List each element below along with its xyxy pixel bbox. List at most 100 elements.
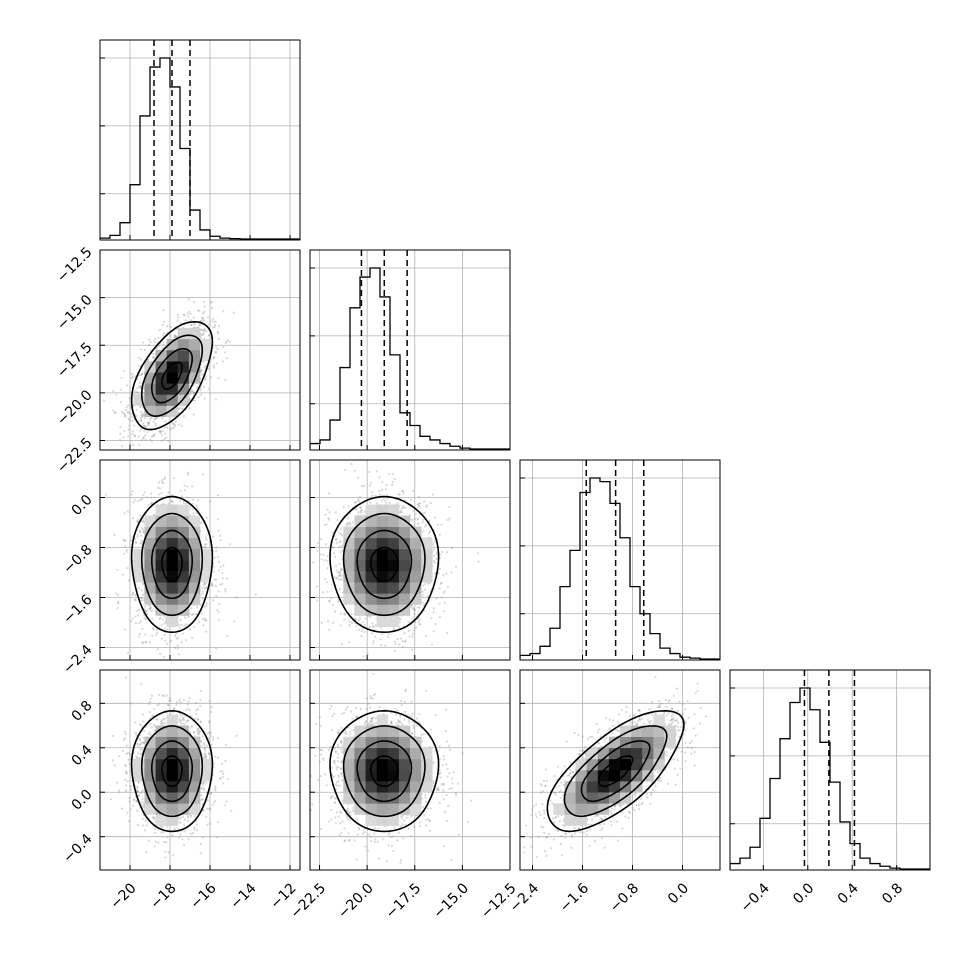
scatter-point bbox=[131, 490, 134, 493]
scatter-point bbox=[172, 422, 175, 425]
scatter-point bbox=[159, 430, 162, 433]
scatter-point bbox=[115, 393, 118, 396]
scatter-point bbox=[363, 510, 367, 513]
scatter-point bbox=[324, 577, 327, 581]
scatter-point bbox=[337, 600, 340, 604]
scatter-point bbox=[212, 356, 215, 359]
scatter-point bbox=[141, 642, 144, 645]
scatter-point bbox=[149, 606, 152, 610]
scatter-point bbox=[212, 598, 215, 602]
density-cell bbox=[188, 593, 201, 605]
scatter-point bbox=[191, 502, 194, 505]
scatter-point bbox=[340, 567, 343, 571]
scatter-point bbox=[174, 634, 177, 638]
scatter-point bbox=[125, 408, 128, 412]
scatter-point bbox=[140, 372, 144, 376]
scatter-point bbox=[151, 634, 154, 637]
scatter-point bbox=[374, 624, 377, 627]
scatter-point bbox=[127, 579, 131, 582]
scatter-point bbox=[127, 428, 130, 431]
density-cell bbox=[144, 394, 156, 406]
scatter-point bbox=[340, 568, 343, 571]
scatter-point bbox=[141, 641, 145, 644]
density-cell bbox=[144, 571, 156, 583]
scatter-point bbox=[147, 604, 150, 607]
scatter-point bbox=[198, 323, 201, 327]
scatter-point bbox=[217, 590, 220, 593]
scatter-point bbox=[401, 646, 405, 649]
density-cell bbox=[155, 394, 167, 406]
scatter-point bbox=[200, 363, 203, 366]
scatter-point bbox=[188, 397, 191, 401]
scatter-point bbox=[157, 486, 160, 489]
scatter-point bbox=[219, 539, 222, 542]
scatter-point bbox=[141, 582, 145, 585]
scatter-point bbox=[217, 331, 220, 335]
scatter-point bbox=[193, 391, 196, 395]
scatter-point bbox=[334, 565, 337, 568]
scatter-point bbox=[158, 328, 161, 332]
scatter-point bbox=[369, 501, 372, 504]
scatter-point bbox=[143, 614, 146, 617]
density-cell bbox=[155, 405, 167, 417]
scatter-point bbox=[399, 511, 402, 514]
scatter-point bbox=[217, 529, 220, 532]
panel-frame bbox=[99, 249, 301, 451]
scatter-point bbox=[140, 373, 143, 377]
scatter-point bbox=[215, 346, 218, 349]
scatter-point bbox=[384, 644, 387, 647]
scatter-point bbox=[164, 627, 167, 630]
scatter-point bbox=[388, 660, 390, 662]
scatter-point bbox=[163, 454, 165, 456]
scatter-point bbox=[448, 517, 451, 520]
scatter-point bbox=[407, 629, 410, 632]
density-cell bbox=[133, 548, 145, 561]
scatter-point bbox=[350, 462, 353, 466]
scatter-point bbox=[417, 495, 421, 498]
scatter-point bbox=[193, 323, 196, 326]
scatter-point bbox=[370, 481, 373, 484]
scatter-point bbox=[143, 348, 147, 352]
scatter-point bbox=[162, 481, 165, 485]
scatter-point bbox=[200, 373, 204, 376]
scatter-point bbox=[172, 477, 176, 480]
scatter-point bbox=[167, 439, 170, 443]
density-cell bbox=[177, 327, 190, 340]
scatter-point bbox=[202, 312, 205, 315]
scatter-point bbox=[221, 582, 224, 585]
scatter-point bbox=[203, 310, 206, 313]
scatter-point bbox=[190, 613, 194, 617]
scatter-point bbox=[328, 600, 331, 603]
scatter-point bbox=[212, 357, 215, 360]
density-cell bbox=[177, 338, 190, 351]
y-tick-label: −2.4 bbox=[60, 642, 95, 677]
scatter-point bbox=[304, 534, 306, 536]
panel-0-1: −22.5−20.0−17.5−15.0−12.5 bbox=[54, 244, 301, 476]
scatter-point bbox=[162, 334, 165, 337]
scatter-point bbox=[177, 316, 180, 319]
scatter-point bbox=[164, 436, 168, 439]
scatter-point bbox=[148, 338, 151, 341]
scatter-point bbox=[335, 542, 338, 545]
scatter-point bbox=[141, 596, 144, 600]
scatter-point bbox=[226, 339, 229, 342]
scatter-point bbox=[152, 513, 156, 516]
scatter-point bbox=[154, 422, 157, 425]
scatter-point bbox=[203, 605, 206, 608]
density-cell bbox=[177, 361, 190, 373]
scatter-point bbox=[200, 334, 203, 337]
scatter-point bbox=[192, 512, 195, 515]
scatter-point bbox=[139, 358, 143, 361]
scatter-point bbox=[133, 375, 137, 378]
scatter-point bbox=[385, 488, 388, 491]
scatter-point bbox=[432, 554, 435, 557]
scatter-point bbox=[202, 319, 206, 322]
scatter-point bbox=[335, 569, 338, 572]
scatter-point bbox=[215, 595, 218, 598]
scatter-point bbox=[144, 641, 147, 644]
scatter-point bbox=[149, 341, 152, 344]
scatter-point bbox=[176, 327, 179, 331]
y-tick-label: −12.5 bbox=[54, 244, 96, 286]
scatter-point bbox=[171, 422, 174, 425]
scatter-point bbox=[429, 501, 432, 505]
